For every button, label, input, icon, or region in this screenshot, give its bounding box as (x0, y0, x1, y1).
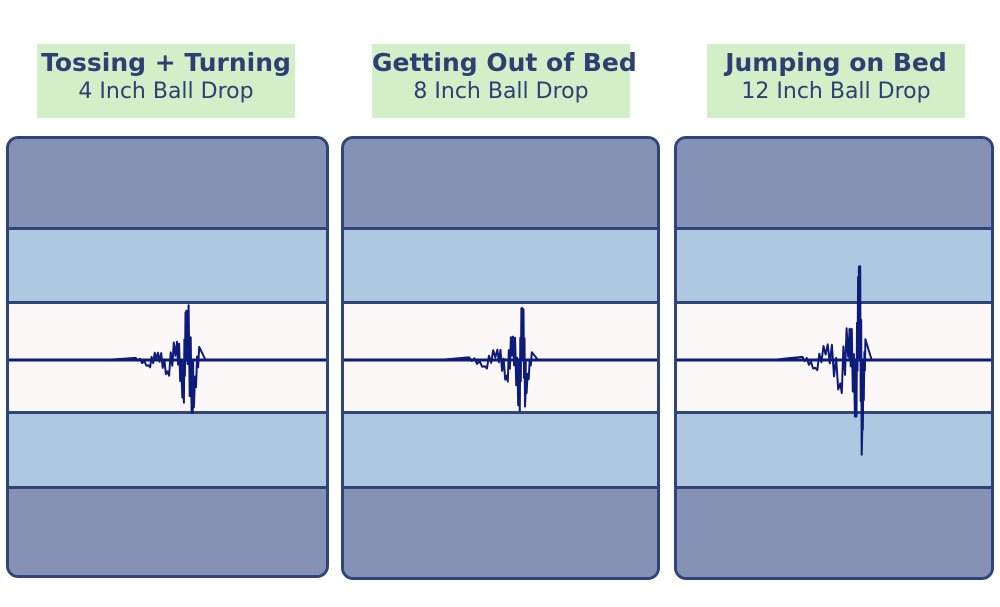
vibration-chart-3 (677, 265, 991, 456)
base-layer (9, 489, 326, 575)
label-getting-out: Getting Out of Bed 8 Inch Ball Drop (372, 44, 637, 118)
transition-layer (9, 414, 326, 489)
chart-subtitle: 4 Inch Ball Drop (78, 79, 254, 104)
comfort-layer (677, 139, 991, 230)
base-layer (677, 489, 991, 577)
mattress-panel-2 (341, 136, 660, 580)
comfort-layer (344, 139, 657, 230)
transition-layer (344, 230, 657, 304)
wave-series-line (677, 265, 991, 456)
vibration-chart-2 (344, 307, 657, 412)
chart-subtitle: 12 Inch Ball Drop (741, 79, 931, 104)
base-layer (344, 489, 657, 577)
transition-layer (677, 230, 991, 304)
transition-layer (677, 414, 991, 489)
chart-title: Getting Out of Bed (372, 48, 637, 77)
mattress-panel-3 (674, 136, 994, 580)
mattress-panel-1 (6, 136, 329, 578)
comfort-layer (9, 139, 326, 230)
wave-series-line (344, 307, 657, 412)
label-tossing: Tossing + Turning 4 Inch Ball Drop (37, 44, 295, 118)
vibration-chart-1 (9, 304, 326, 414)
transition-layer (9, 230, 326, 304)
transition-layer (344, 414, 657, 489)
chart-subtitle: 8 Inch Ball Drop (413, 79, 589, 104)
chart-title: Tossing + Turning (41, 48, 291, 77)
label-jumping: Jumping on Bed 12 Inch Ball Drop (707, 44, 965, 118)
wave-series-line (9, 304, 326, 414)
chart-title: Jumping on Bed (725, 48, 947, 77)
